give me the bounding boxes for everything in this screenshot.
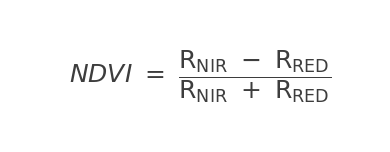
Text: $\mathit{NDVI}\ =\ \dfrac{\mathrm{R}_{\mathrm{NIR}}\ -\ \mathrm{R}_{\mathrm{RED}: $\mathit{NDVI}\ =\ \dfrac{\mathrm{R}_{\m… xyxy=(69,49,331,105)
